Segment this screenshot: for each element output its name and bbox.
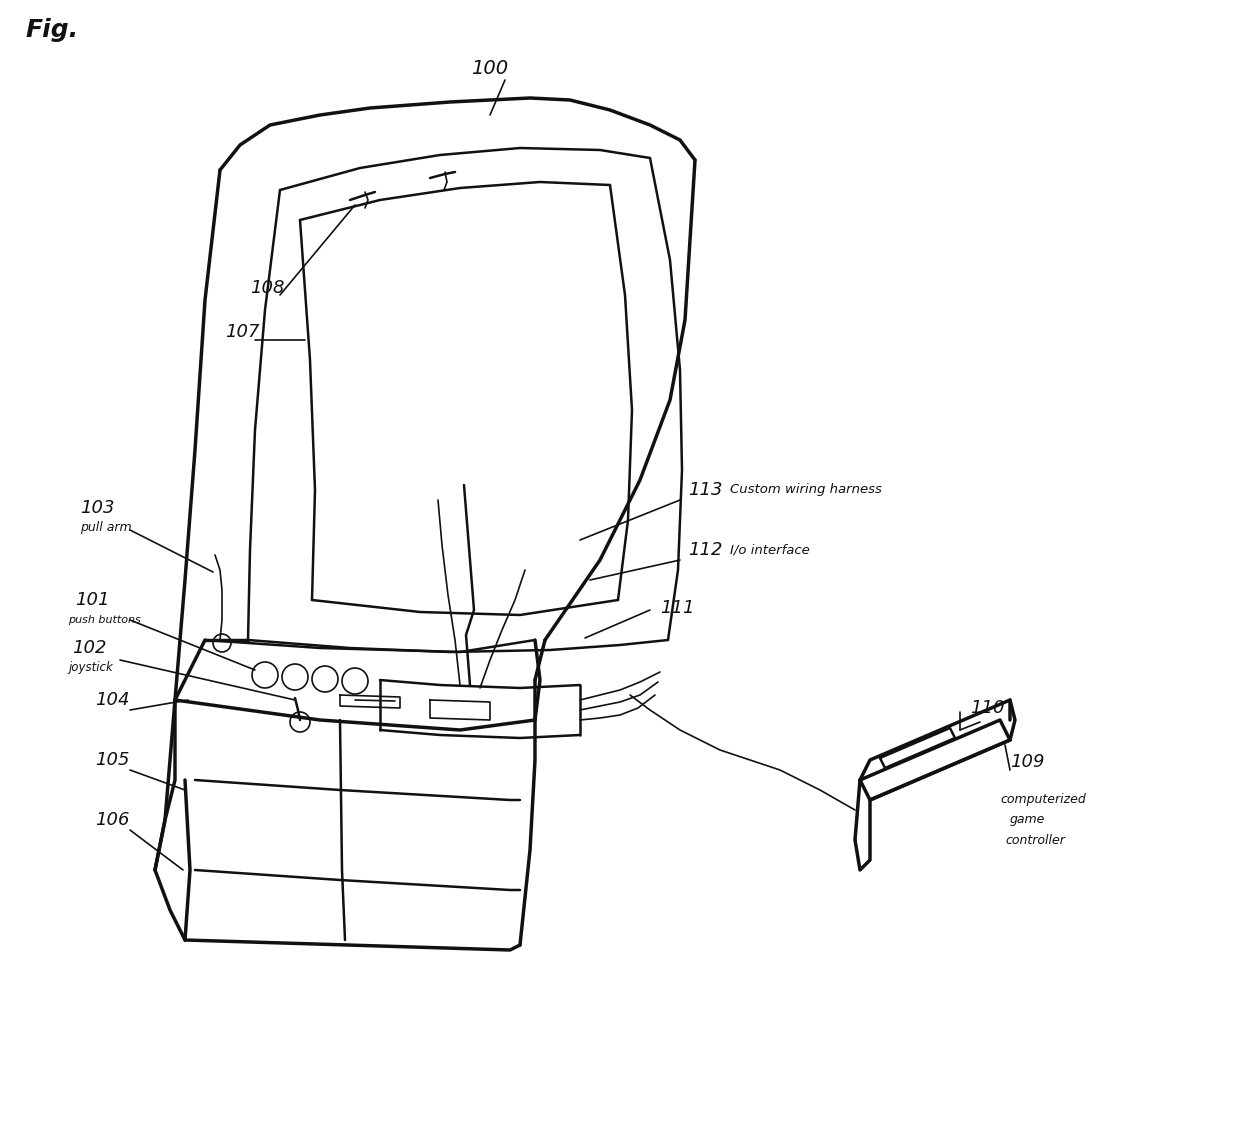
Text: 112: 112 — [688, 541, 723, 559]
Text: I/o interface: I/o interface — [730, 543, 810, 556]
Text: 108: 108 — [250, 279, 284, 297]
Text: 107: 107 — [224, 323, 259, 341]
Text: 104: 104 — [95, 691, 129, 709]
Text: Custom wiring harness: Custom wiring harness — [730, 484, 882, 496]
Text: joystick: joystick — [68, 661, 113, 675]
Text: 106: 106 — [95, 811, 129, 829]
Text: controller: controller — [1004, 834, 1065, 847]
Text: 113: 113 — [688, 480, 723, 499]
Text: 111: 111 — [660, 599, 694, 617]
Text: 110: 110 — [970, 699, 1004, 717]
Text: 103: 103 — [81, 499, 114, 517]
Text: Fig.: Fig. — [25, 18, 78, 42]
Text: computerized: computerized — [999, 794, 1086, 807]
Text: game: game — [1011, 813, 1045, 826]
Text: pull arm: pull arm — [81, 522, 131, 534]
Text: 109: 109 — [1011, 753, 1044, 771]
Text: 100: 100 — [471, 58, 508, 78]
Text: 102: 102 — [72, 639, 107, 657]
Text: 105: 105 — [95, 750, 129, 769]
Text: push buttons: push buttons — [68, 615, 141, 625]
Text: 101: 101 — [74, 591, 109, 609]
